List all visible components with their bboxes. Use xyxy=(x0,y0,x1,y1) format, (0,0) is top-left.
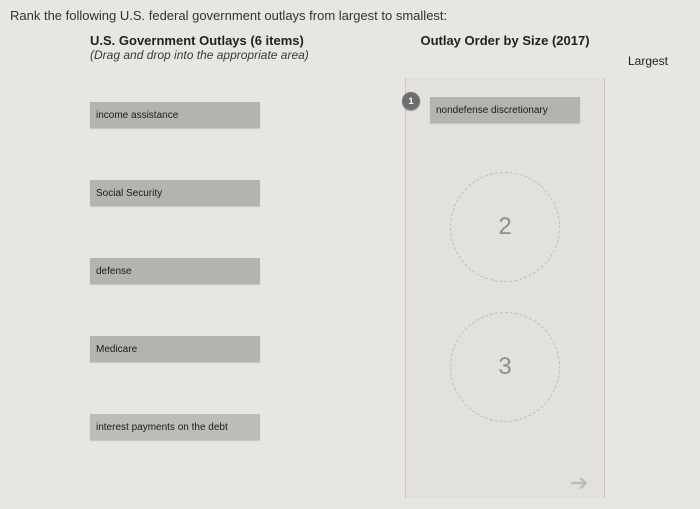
drag-item-interest-payments[interactable]: interest payments on the debt xyxy=(90,414,260,440)
draggable-list: income assistance Social Security defens… xyxy=(90,102,320,440)
source-header: U.S. Government Outlays (6 items) (Drag … xyxy=(90,33,320,62)
drag-item-defense[interactable]: defense xyxy=(90,258,260,284)
arrow-right-icon: ➔ xyxy=(570,470,588,496)
drop-slot-3[interactable]: 3 xyxy=(450,312,560,422)
dropped-item-1[interactable]: nondefense discretionary xyxy=(430,97,580,123)
source-column: U.S. Government Outlays (6 items) (Drag … xyxy=(10,33,320,498)
target-column: Outlay Order by Size (2017) Largest 1 no… xyxy=(320,33,690,498)
drag-item-medicare[interactable]: Medicare xyxy=(90,336,260,362)
question-prompt: Rank the following U.S. federal governme… xyxy=(0,0,700,33)
rank-badge-1: 1 xyxy=(402,92,420,110)
largest-label: Largest xyxy=(320,54,690,68)
slot-number-2: 2 xyxy=(498,213,511,241)
drop-zone[interactable]: 1 nondefense discretionary 2 3 xyxy=(405,78,605,498)
source-title: U.S. Government Outlays (6 items) xyxy=(90,33,320,48)
target-title: Outlay Order by Size (2017) xyxy=(320,33,690,48)
content-columns: U.S. Government Outlays (6 items) (Drag … xyxy=(0,33,700,498)
drop-slot-1[interactable]: 1 nondefense discretionary xyxy=(406,88,604,132)
drop-slot-2[interactable]: 2 xyxy=(450,172,560,282)
drag-item-social-security[interactable]: Social Security xyxy=(90,180,260,206)
drag-item-income-assistance[interactable]: income assistance xyxy=(90,102,260,128)
slot-number-3: 3 xyxy=(498,353,511,381)
source-subtitle: (Drag and drop into the appropriate area… xyxy=(90,48,320,62)
